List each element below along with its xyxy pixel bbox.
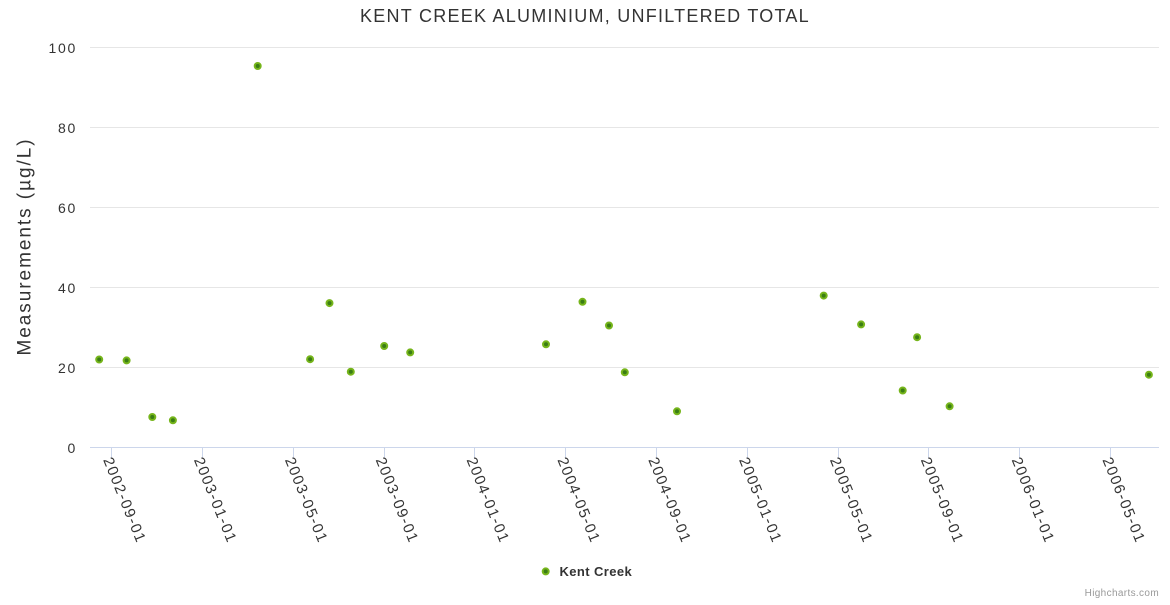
svg-text:40: 40 bbox=[58, 280, 77, 296]
svg-text:80: 80 bbox=[58, 120, 77, 136]
svg-text:Measurements (µg/L): Measurements (µg/L) bbox=[14, 137, 35, 355]
svg-text:0: 0 bbox=[68, 440, 78, 456]
svg-text:Kent Creek: Kent Creek bbox=[560, 564, 633, 579]
svg-text:60: 60 bbox=[58, 200, 77, 216]
svg-text:Highcharts.com: Highcharts.com bbox=[1085, 588, 1159, 599]
svg-text:20: 20 bbox=[58, 360, 77, 376]
svg-text:100: 100 bbox=[49, 40, 77, 56]
svg-text:KENT CREEK ALUMINIUM, UNFILTER: KENT CREEK ALUMINIUM, UNFILTERED TOTAL bbox=[360, 6, 810, 26]
